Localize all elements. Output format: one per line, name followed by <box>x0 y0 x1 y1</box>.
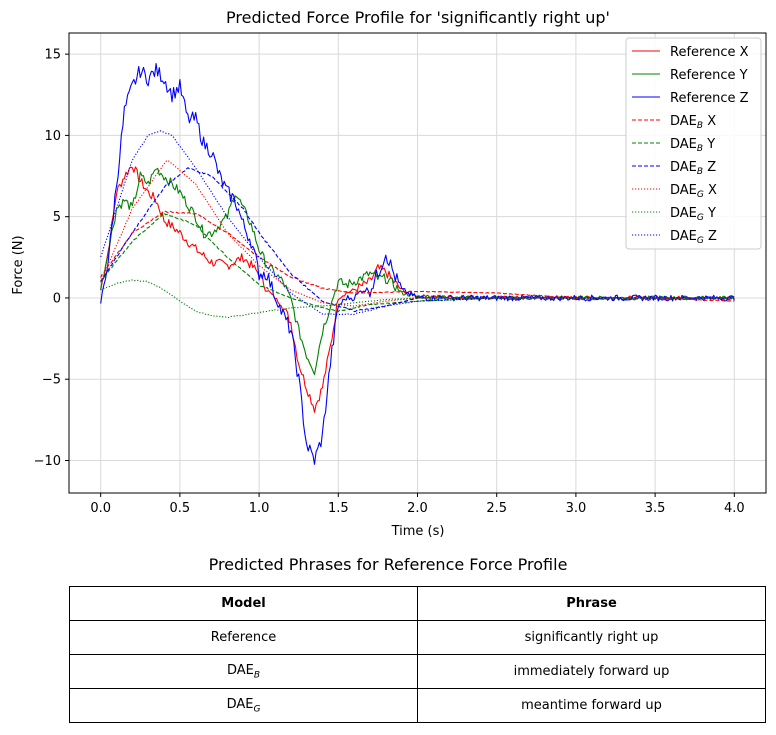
x-tick-label: 1.5 <box>328 501 349 516</box>
y-tick-label: 0 <box>53 291 61 306</box>
legend-box <box>625 37 762 250</box>
x-tick-label: 0.5 <box>170 501 191 516</box>
chart-title: Predicted Force Profile for 'significant… <box>226 8 610 27</box>
x-tick-label: 2.5 <box>486 501 507 516</box>
table-title: Predicted Phrases for Reference Force Pr… <box>208 555 568 574</box>
legend-entry: DAEG X <box>670 183 717 200</box>
y-tick-label: −10 <box>34 454 61 469</box>
x-tick-label: 3.0 <box>566 501 587 516</box>
table-row: DAEB immediately forward up <box>69 654 766 689</box>
table-header-row: Model Phrase <box>69 586 766 621</box>
y-tick-label: 5 <box>53 210 61 225</box>
series-line-8 <box>100 130 735 316</box>
cell-phrase: significantly right up <box>417 620 766 655</box>
cell-model: DAEG <box>69 688 418 723</box>
legend-entry: Reference Y <box>670 68 748 83</box>
force-profile-chart: 0.0 0.5 1.0 1.5 2.0 2.5 3.0 3.5 4.0 −10 −5 0 5 10 15 P… <box>11 8 767 539</box>
legend-entry: Reference X <box>670 45 749 60</box>
legend: Reference X Reference Y Reference Z DAEB X D… <box>625 37 762 250</box>
y-tick-label: 15 <box>44 48 61 63</box>
x-tick-label: 4.0 <box>724 501 745 516</box>
legend-entry: DAEB X <box>670 114 716 131</box>
y-tick-label: 10 <box>44 129 61 144</box>
cell-phrase: immediately forward up <box>417 654 766 689</box>
y-tick-label: −5 <box>42 373 61 388</box>
header-model: Model <box>69 586 418 621</box>
series-group <box>100 63 735 465</box>
x-tick-label: 0.0 <box>90 501 111 516</box>
legend-entry: DAEB Z <box>670 160 716 177</box>
phrase-table: Model Phrase Reference significantly righ… <box>69 586 766 723</box>
x-tick-label: 1.0 <box>249 501 270 516</box>
table-row: Reference significantly right up <box>69 620 766 655</box>
legend-entry: Reference Z <box>670 91 749 106</box>
x-tick-label: 3.5 <box>645 501 666 516</box>
y-axis-label: Force (N) <box>11 235 26 294</box>
x-axis-label: Time (s) <box>391 524 445 539</box>
header-phrase: Phrase <box>417 586 766 621</box>
cell-phrase: meantime forward up <box>417 688 766 723</box>
legend-entry: DAEG Z <box>670 229 717 246</box>
series-line-2 <box>100 63 735 465</box>
axis-ticks: 0.0 0.5 1.0 1.5 2.0 2.5 3.0 3.5 4.0 −10 −5 0 5 10 15 <box>34 48 745 516</box>
legend-entry: DAEB Y <box>670 137 715 154</box>
cell-model: Reference <box>69 620 418 655</box>
legend-entry: DAEG Y <box>670 206 716 223</box>
table-row: DAEG meantime forward up <box>69 688 766 723</box>
x-tick-label: 2.0 <box>407 501 428 516</box>
cell-model: DAEB <box>69 654 418 689</box>
